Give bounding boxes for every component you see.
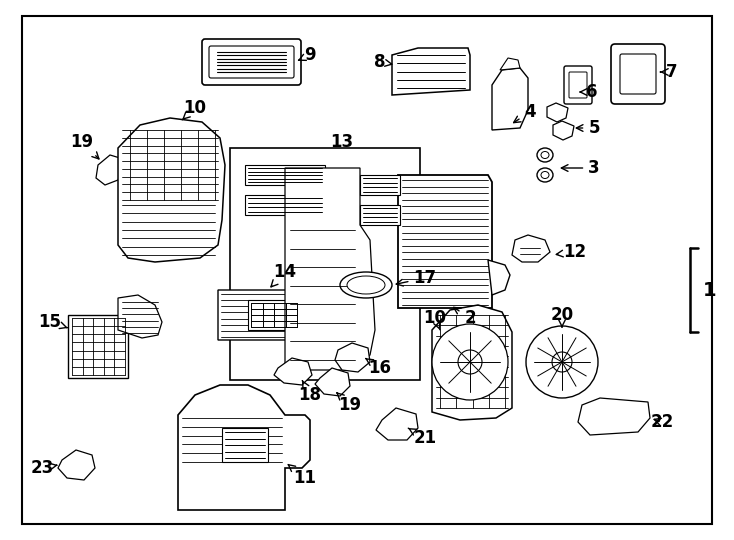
Polygon shape: [360, 175, 400, 195]
Ellipse shape: [541, 152, 549, 159]
Text: 6: 6: [580, 83, 597, 101]
Text: 1: 1: [703, 280, 717, 300]
Text: 12: 12: [556, 243, 586, 261]
Polygon shape: [335, 343, 370, 372]
Text: 19: 19: [337, 393, 362, 414]
Polygon shape: [248, 300, 300, 330]
FancyBboxPatch shape: [620, 54, 656, 94]
Polygon shape: [376, 408, 418, 440]
Polygon shape: [285, 168, 375, 370]
Text: 3: 3: [562, 159, 600, 177]
Text: 11: 11: [288, 464, 316, 487]
Text: 4: 4: [514, 103, 536, 123]
Polygon shape: [96, 155, 122, 185]
Ellipse shape: [541, 172, 549, 179]
Bar: [68, 315, 128, 378]
Text: 18: 18: [299, 381, 321, 404]
Polygon shape: [318, 295, 352, 320]
FancyBboxPatch shape: [209, 46, 294, 78]
Text: 13: 13: [330, 133, 354, 151]
Polygon shape: [392, 48, 470, 95]
Polygon shape: [178, 385, 310, 510]
Text: 17: 17: [396, 269, 437, 287]
Polygon shape: [578, 398, 650, 435]
Text: 23: 23: [30, 459, 57, 477]
Polygon shape: [315, 368, 350, 396]
Circle shape: [526, 326, 598, 398]
Ellipse shape: [537, 168, 553, 182]
Text: 8: 8: [374, 53, 392, 71]
Ellipse shape: [340, 272, 392, 298]
FancyBboxPatch shape: [569, 72, 587, 98]
Polygon shape: [553, 121, 574, 140]
Text: 9: 9: [299, 46, 316, 64]
FancyBboxPatch shape: [611, 44, 665, 104]
Circle shape: [458, 350, 482, 374]
Text: 2: 2: [454, 307, 476, 327]
Polygon shape: [245, 195, 325, 215]
Text: 15: 15: [38, 313, 67, 331]
Polygon shape: [222, 428, 268, 462]
Polygon shape: [218, 290, 320, 340]
Text: 19: 19: [70, 133, 99, 159]
Text: 14: 14: [271, 263, 297, 287]
Polygon shape: [274, 358, 312, 385]
Text: 10: 10: [424, 309, 446, 330]
Polygon shape: [547, 103, 568, 122]
Polygon shape: [318, 320, 340, 340]
Polygon shape: [118, 118, 225, 262]
Bar: [230, 148, 420, 380]
FancyBboxPatch shape: [564, 66, 592, 104]
Text: 7: 7: [661, 63, 677, 81]
Ellipse shape: [347, 276, 385, 294]
Polygon shape: [488, 260, 510, 295]
Polygon shape: [432, 305, 512, 420]
Text: 16: 16: [366, 359, 391, 377]
Polygon shape: [360, 205, 400, 225]
Ellipse shape: [537, 148, 553, 162]
Circle shape: [552, 352, 572, 372]
Polygon shape: [118, 295, 162, 338]
Circle shape: [432, 324, 508, 400]
Polygon shape: [500, 58, 520, 70]
Text: 20: 20: [550, 306, 573, 327]
Polygon shape: [58, 450, 95, 480]
Text: 21: 21: [408, 428, 437, 447]
Text: 10: 10: [182, 99, 206, 120]
Polygon shape: [398, 175, 492, 308]
Text: 5: 5: [576, 119, 600, 137]
Polygon shape: [512, 235, 550, 262]
Text: 22: 22: [650, 413, 674, 431]
Polygon shape: [245, 165, 325, 185]
Polygon shape: [492, 68, 528, 130]
FancyBboxPatch shape: [202, 39, 301, 85]
